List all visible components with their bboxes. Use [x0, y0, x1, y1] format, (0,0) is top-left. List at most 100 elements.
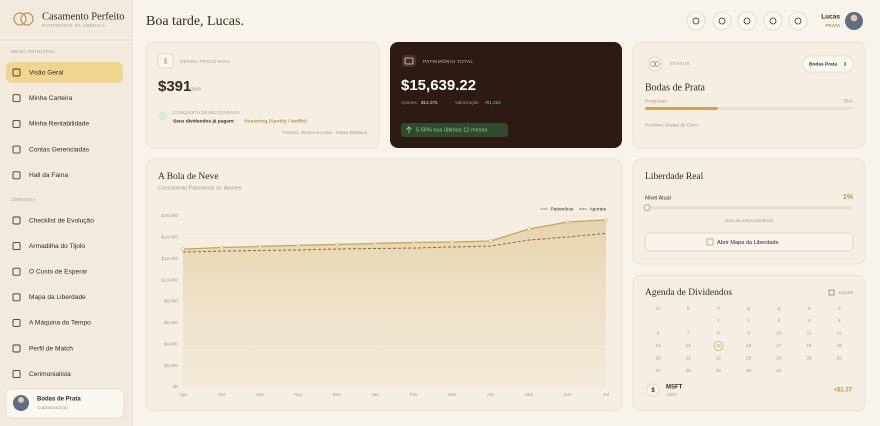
day[interactable]: 2 — [747, 318, 750, 323]
day[interactable]: 29 — [716, 368, 722, 373]
point — [527, 227, 531, 231]
user-card[interactable] — [5, 388, 125, 419]
day[interactable]: 11 — [807, 331, 812, 336]
weekday: S — [807, 306, 810, 311]
day[interactable]: 8 — [717, 331, 720, 336]
nav-item[interactable]: Mapa da Liberdade — [29, 294, 86, 301]
day[interactable]: 25 — [806, 356, 812, 361]
nav-item[interactable]: Visão Geral — [29, 69, 64, 76]
chart-title: A Bola de Neve — [158, 172, 218, 182]
icon-box — [157, 53, 174, 69]
x-tick-label: Mar — [448, 392, 456, 397]
header: Boa tarde, Lucas. Lucas PRATA — [146, 11, 863, 31]
income-period: /ano — [190, 86, 201, 92]
nav-item[interactable]: Minha Rentabilidade — [29, 121, 89, 128]
y-tick-label: $8,000 — [164, 299, 178, 304]
day[interactable]: 1 — [717, 318, 720, 323]
total-card: PATRIMÔNIO TOTAL $15,639.22 Aportes $14,… — [390, 42, 622, 148]
day[interactable]: 7 — [687, 331, 690, 336]
total-amount: $15,639.22 — [401, 77, 476, 94]
header-button[interactable] — [712, 11, 732, 31]
day[interactable]: 26 — [837, 356, 843, 361]
day[interactable]: 22 — [716, 356, 722, 361]
brand: Casamento Perfeito — [42, 11, 125, 22]
user-name: Lucas — [821, 14, 840, 21]
section-title: JORNADA — [11, 197, 36, 202]
nav-item[interactable]: Perfil de Match — [29, 345, 73, 352]
freedom-title: Liberdade Real — [645, 172, 704, 182]
y-tick-label: $4,000 — [164, 341, 178, 346]
gain-value: +$1,263 — [484, 100, 501, 105]
header-button-icon — [692, 17, 700, 25]
icon-map — [706, 238, 714, 246]
day[interactable]: 12 — [837, 331, 843, 336]
day[interactable]: 20 — [655, 356, 661, 361]
badge-highlight: Streaming (Spotify / Netflix) — [244, 118, 307, 124]
nav-item[interactable]: A Máquina do Tempo — [29, 320, 91, 327]
freedom-button[interactable] — [644, 232, 854, 252]
day[interactable]: 24 — [776, 356, 782, 361]
day[interactable]: 6 — [657, 331, 660, 336]
section-title: MENU PRINCIPAL — [11, 49, 55, 54]
day[interactable]: 5 — [838, 318, 841, 323]
nav-item[interactable]: O Custo de Esperar — [29, 268, 88, 275]
status-next: Próximo: Bodas de Ouro — [645, 122, 698, 128]
day[interactable]: 28 — [686, 368, 692, 373]
header-button[interactable] — [763, 11, 783, 31]
x-tick-label: Fev — [410, 392, 418, 397]
y-tick-label: $14,000 — [161, 235, 178, 240]
badge[interactable] — [802, 55, 854, 73]
header-button[interactable] — [737, 11, 757, 31]
day[interactable]: 17 — [776, 343, 782, 348]
x-tick-label: Jan — [372, 392, 380, 397]
freedom-card: Liberdade Real 1% Nível Atual Zona de au… — [632, 158, 866, 265]
point — [565, 220, 570, 224]
day[interactable]: 21 — [686, 356, 692, 361]
day[interactable]: 27 — [655, 368, 661, 373]
day[interactable]: 16 — [746, 343, 752, 348]
nav-item[interactable]: Contas Gerenciadas — [29, 146, 90, 153]
day[interactable]: 23 — [746, 356, 752, 361]
weekday: Q — [747, 306, 751, 311]
day[interactable]: 19 — [837, 343, 843, 348]
point — [219, 245, 224, 250]
point — [296, 243, 301, 248]
income-next: Próximo: Internet em casa · Faltam $209/… — [283, 130, 368, 135]
selected-day — [713, 341, 724, 351]
contrib-label: Aportes — [401, 100, 418, 105]
freedom-dot — [643, 204, 651, 212]
nav-item[interactable]: Cerimonialista — [29, 371, 71, 378]
nav-icon — [12, 171, 21, 180]
day[interactable]: 30 — [746, 368, 752, 373]
header-button-icon — [769, 17, 777, 25]
contrib-value: $14,375 — [421, 100, 438, 105]
freedom-button-text: Abrir Mapa da Liberdade — [717, 240, 779, 246]
point — [373, 241, 378, 246]
dividends-month: JULHO — [838, 290, 853, 295]
day[interactable]: 31 — [776, 368, 782, 373]
header-button[interactable] — [788, 11, 808, 31]
ticker-icon — [646, 383, 660, 397]
day[interactable]: 4 — [808, 318, 811, 323]
point — [450, 240, 454, 244]
day[interactable]: 3 — [778, 318, 781, 323]
nav-item[interactable]: Hall da Fama — [29, 172, 69, 179]
day[interactable]: 14 — [686, 343, 692, 348]
day[interactable]: 13 — [655, 343, 661, 348]
income-amount: $391 — [158, 78, 191, 95]
day[interactable]: 18 — [806, 343, 812, 348]
user-level: Bodas de Prata — [37, 397, 81, 403]
day[interactable]: 15 — [716, 343, 722, 348]
x-tick-label: Out — [256, 392, 264, 397]
x-tick-label: Jun — [564, 392, 572, 397]
x-tick-label: Set — [218, 392, 226, 397]
nav-item[interactable]: Armadilha do Tijolo — [29, 243, 85, 250]
day[interactable]: 10 — [776, 331, 782, 336]
header-button-icon — [794, 17, 802, 25]
badge-text: Bodas Prata — [809, 61, 837, 67]
nav-item[interactable]: Minha Carteira — [29, 95, 73, 102]
nav-item[interactable]: Checklist de Evolução — [29, 217, 94, 224]
day[interactable]: 9 — [747, 331, 750, 336]
header-button[interactable] — [686, 11, 706, 31]
